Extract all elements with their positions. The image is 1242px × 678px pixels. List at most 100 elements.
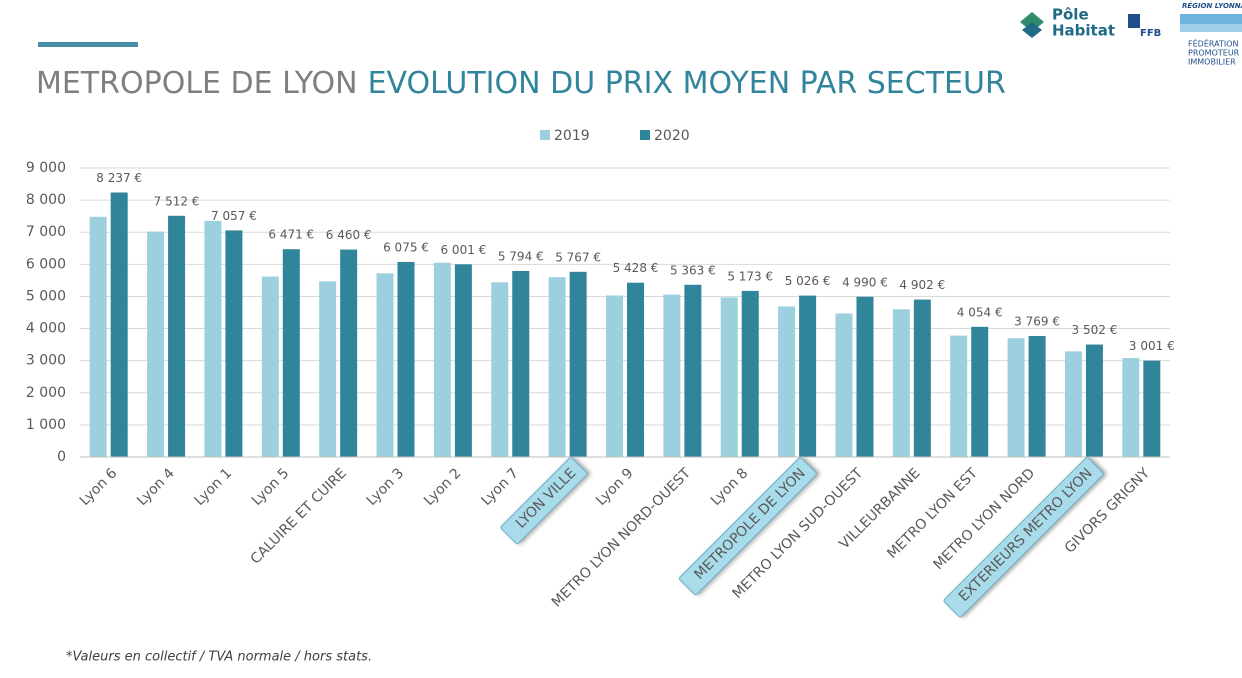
x-tick-label: METROPOLE DE LYON — [691, 465, 808, 582]
logo-text: FFB — [1140, 28, 1161, 39]
x-tick: Lyon 1 — [192, 465, 236, 509]
bar — [741, 290, 759, 457]
x-tick: Lyon 3 — [364, 465, 408, 509]
bar — [569, 271, 587, 457]
data-label: 6 001 € — [440, 243, 486, 257]
bar — [397, 261, 415, 457]
bar — [720, 297, 738, 457]
legend-swatch — [640, 130, 650, 140]
x-tick: Lyon 4 — [134, 465, 178, 509]
bar — [1143, 360, 1161, 457]
x-tick-label: Lyon 5 — [249, 465, 293, 509]
bar — [110, 192, 128, 457]
data-label: 6 075 € — [383, 240, 429, 254]
y-tick-label: 2 000 — [26, 385, 66, 401]
legend-label: 2020 — [654, 128, 690, 144]
bar — [1085, 344, 1103, 457]
bar — [548, 277, 566, 457]
x-tick: Lyon 9 — [593, 465, 637, 509]
data-label: 4 990 € — [842, 275, 888, 289]
category-highlight — [943, 457, 1104, 618]
data-label: 7 512 € — [154, 194, 200, 208]
y-tick-label: 5 000 — [26, 288, 66, 304]
logo-shape — [1022, 22, 1042, 38]
bar — [454, 264, 472, 457]
x-tick-label: Lyon 7 — [478, 465, 522, 509]
logo-text: RÉGION LYONNA — [1182, 1, 1242, 10]
bar — [340, 249, 358, 457]
category-highlight — [500, 457, 588, 545]
data-label: 3 769 € — [1014, 314, 1060, 328]
y-tick-label: 1 000 — [26, 417, 66, 433]
bar — [1064, 351, 1082, 457]
y-tick-label: 3 000 — [26, 353, 66, 369]
bar — [835, 313, 853, 457]
x-tick: Lyon 8 — [708, 465, 752, 509]
logo-text: IMMOBILIER — [1188, 58, 1236, 67]
logo-shape — [1180, 24, 1242, 32]
bar — [319, 281, 337, 457]
bar — [261, 276, 279, 457]
data-label: 6 460 € — [326, 228, 372, 242]
y-tick-label: 4 000 — [26, 321, 66, 337]
data-label: 5 767 € — [555, 250, 601, 264]
y-tick-label: 6 000 — [26, 256, 66, 272]
x-tick: Lyon 6 — [77, 465, 121, 509]
legend-label: 2019 — [554, 128, 590, 144]
data-label: 3 502 € — [1072, 323, 1118, 337]
bar — [799, 295, 817, 457]
bar — [606, 295, 623, 457]
bar — [1122, 358, 1140, 457]
bar — [778, 306, 796, 457]
footnote: *Valeurs en collectif / TVA normale / ho… — [66, 650, 372, 665]
data-label: 5 794 € — [498, 249, 544, 263]
x-tick: METRO LYON NORD — [931, 465, 1039, 573]
bar — [913, 299, 931, 457]
data-label: 7 057 € — [211, 209, 257, 223]
category-highlight — [678, 457, 817, 596]
x-tick: CALUIRE ET CUIRE — [248, 465, 350, 567]
x-tick-label: Lyon 8 — [708, 465, 752, 509]
slide-title: METROPOLE DE LYON EVOLUTION DU PRIX MOYEN… — [36, 66, 1006, 101]
logo-pole-habitat: Pôle Habitat FFB — [1020, 6, 1161, 40]
x-tick-label: Lyon 1 — [192, 465, 236, 509]
bar — [433, 262, 451, 457]
logo-fpi: RÉGION LYONNA FÉDÉRATION PROMOTEUR IMMOB… — [1180, 1, 1242, 67]
data-label: 4 902 € — [899, 278, 945, 292]
x-tick-label: LYON VILLE — [513, 465, 579, 531]
x-tick-label: Lyon 2 — [421, 465, 465, 509]
x-tick: Lyon 7 — [478, 465, 522, 509]
bar — [512, 270, 530, 457]
data-label: 5 173 € — [727, 269, 773, 283]
bar — [282, 249, 300, 457]
bar — [89, 216, 107, 457]
x-tick: Lyon 5 — [249, 465, 293, 509]
data-label: 8 237 € — [96, 171, 142, 185]
x-tick-label: Lyon 6 — [77, 465, 121, 509]
bar — [627, 282, 644, 457]
bar — [204, 220, 222, 457]
y-tick-label: 9 000 — [26, 160, 66, 176]
bar — [684, 284, 702, 457]
bar — [663, 294, 681, 457]
logo-text: PROMOTEUR — [1188, 49, 1240, 58]
x-tick: Lyon 2 — [421, 465, 465, 509]
logo-text: FÉDÉRATION — [1188, 38, 1239, 49]
y-tick-label: 8 000 — [26, 192, 66, 208]
data-label: 6 471 € — [268, 228, 314, 242]
x-tick-label: Lyon 9 — [593, 465, 637, 509]
y-tick-label: 0 — [57, 449, 66, 465]
title-part: METROPOLE DE LYON — [36, 66, 358, 101]
bar — [950, 335, 968, 457]
logo-text: Habitat — [1052, 22, 1115, 40]
bar — [168, 215, 186, 457]
x-tick-label: METRO LYON NORD — [931, 465, 1039, 573]
data-label: 5 428 € — [613, 261, 659, 275]
accent-bar — [38, 42, 138, 47]
legend-swatch — [540, 130, 550, 140]
data-label: 4 054 € — [957, 305, 1003, 319]
x-tick-label: Lyon 4 — [134, 465, 178, 509]
logo-shape — [1128, 14, 1140, 28]
bar — [856, 296, 874, 457]
